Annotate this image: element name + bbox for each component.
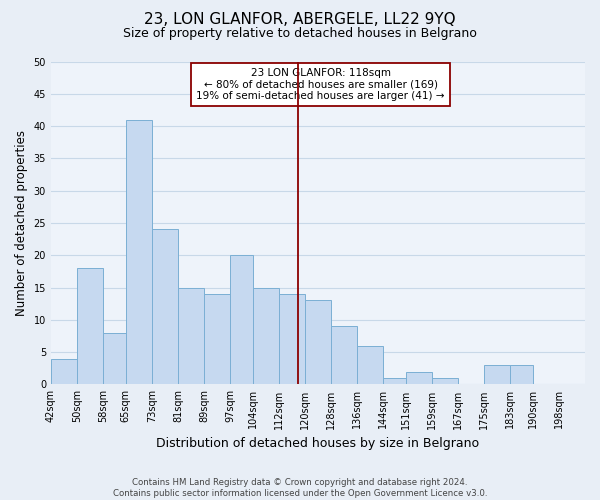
Bar <box>253 288 279 384</box>
Bar <box>331 326 357 384</box>
Text: Size of property relative to detached houses in Belgrano: Size of property relative to detached ho… <box>123 28 477 40</box>
Bar <box>126 120 152 384</box>
Text: Contains HM Land Registry data © Crown copyright and database right 2024.
Contai: Contains HM Land Registry data © Crown c… <box>113 478 487 498</box>
Bar <box>230 256 253 384</box>
Bar <box>383 378 406 384</box>
Text: 23, LON GLANFOR, ABERGELE, LL22 9YQ: 23, LON GLANFOR, ABERGELE, LL22 9YQ <box>144 12 456 28</box>
Text: 23 LON GLANFOR: 118sqm
← 80% of detached houses are smaller (169)
19% of semi-de: 23 LON GLANFOR: 118sqm ← 80% of detached… <box>196 68 445 101</box>
Y-axis label: Number of detached properties: Number of detached properties <box>15 130 28 316</box>
Bar <box>484 365 510 384</box>
Bar <box>357 346 383 385</box>
Bar <box>406 372 432 384</box>
Bar <box>51 358 77 384</box>
Bar <box>103 333 126 384</box>
X-axis label: Distribution of detached houses by size in Belgrano: Distribution of detached houses by size … <box>157 437 479 450</box>
Bar <box>204 294 230 384</box>
Bar <box>432 378 458 384</box>
Bar <box>305 300 331 384</box>
Bar <box>279 294 305 384</box>
Bar <box>510 365 533 384</box>
Bar <box>152 230 178 384</box>
Bar <box>178 288 204 384</box>
Bar <box>77 268 103 384</box>
